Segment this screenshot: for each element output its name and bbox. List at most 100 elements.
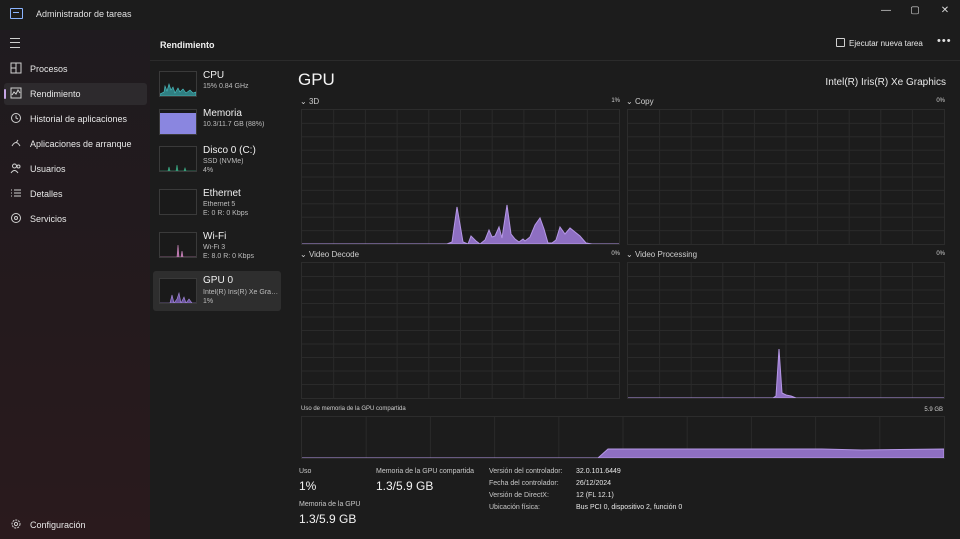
engine-selector-video-decode[interactable]: ⌄ Video Decode xyxy=(300,250,360,259)
resource-detail: 4% xyxy=(203,167,214,174)
graph-video-decode xyxy=(301,262,620,399)
driver-version-label: Versión del controlador: xyxy=(489,468,563,475)
resource-item-disco[interactable]: Disco 0 (C:) SSD (NVMe) 4% xyxy=(153,143,281,183)
sidebar-item-label: Servicios xyxy=(30,214,67,224)
title-bar: Administrador de tareas — ▢ ✕ xyxy=(0,0,960,30)
gpu-thumbnail xyxy=(159,278,197,304)
resource-item-ethernet[interactable]: Ethernet Ethernet 5 E: 0 R: 0 Kbps xyxy=(153,186,281,226)
header-divider xyxy=(150,60,960,61)
window-title: Administrador de tareas xyxy=(36,9,132,19)
app-history-icon xyxy=(10,112,22,124)
gpu-memory-label: Memoria de la GPU xyxy=(299,501,361,508)
driver-date-value: 26/12/2024 xyxy=(576,480,612,487)
engine-percent: 0% xyxy=(936,98,945,104)
shared-memory-stat-label: Memoria de la GPU compartida xyxy=(376,468,475,475)
resource-detail: 15% 0.84 GHz xyxy=(203,83,249,90)
resource-item-cpu[interactable]: CPU 15% 0.84 GHz xyxy=(153,68,281,108)
processes-icon xyxy=(10,62,22,74)
directx-version-value: 12 (FL 12.1) xyxy=(576,492,614,499)
services-icon xyxy=(10,212,22,224)
resource-name: Wi-Fi xyxy=(203,231,227,242)
performance-icon xyxy=(10,87,22,99)
run-new-task-button[interactable]: Ejecutar nueva tarea xyxy=(836,38,923,52)
driver-date-label: Fecha del controlador: xyxy=(489,480,559,487)
sidebar-item-historial[interactable]: Historial de aplicaciones xyxy=(4,108,147,130)
physical-location-value: Bus PCI 0, dispositivo 2, función 0 xyxy=(576,504,683,511)
sidebar-item-servicios[interactable]: Servicios xyxy=(4,208,147,230)
run-task-icon xyxy=(836,38,845,47)
hamburger-menu-icon[interactable] xyxy=(10,38,20,48)
graph-copy xyxy=(627,109,945,245)
sidebar-item-label: Historial de aplicaciones xyxy=(30,114,128,124)
sidebar-item-procesos[interactable]: Procesos xyxy=(4,58,147,80)
memory-fill xyxy=(160,113,196,134)
sidebar-item-usuarios[interactable]: Usuarios xyxy=(4,158,147,180)
sidebar: Procesos Rendimiento Historial de aplica… xyxy=(0,30,150,539)
gpu-model-name: Intel(R) Iris(R) Xe Graphics xyxy=(825,77,946,88)
usage-value: 1% xyxy=(299,479,317,493)
engine-name: 3D xyxy=(308,97,320,106)
engine-percent: 0% xyxy=(936,251,945,257)
sidebar-item-configuracion[interactable]: Configuración xyxy=(4,514,147,536)
resource-detail: E: 8.0 R: 0 Kbps xyxy=(203,253,254,260)
engine-percent: 1% xyxy=(611,98,620,104)
engine-selector-video-processing[interactable]: ⌄ Video Processing xyxy=(626,250,698,259)
sidebar-item-label: Aplicaciones de arranque xyxy=(30,139,132,149)
users-icon xyxy=(10,162,22,174)
memory-thumbnail xyxy=(159,109,197,135)
resource-name: Disco 0 (C:) xyxy=(203,145,256,156)
disk-thumbnail xyxy=(159,146,197,172)
engine-selector-3d[interactable]: ⌄ 3D xyxy=(300,97,320,106)
engine-percent: 0% xyxy=(611,251,620,257)
resource-detail: Wi-Fi 3 xyxy=(203,244,226,251)
resource-detail: 1% xyxy=(203,298,214,305)
maximize-button[interactable]: ▢ xyxy=(910,5,920,16)
gpu-title: GPU xyxy=(298,70,335,89)
sidebar-item-detalles[interactable]: Detalles xyxy=(4,183,147,205)
task-manager-icon xyxy=(10,8,23,19)
cpu-thumbnail xyxy=(159,71,197,97)
shared-memory-max: 5.9 GB xyxy=(924,407,943,413)
resource-detail: SSD (NVMe) xyxy=(203,158,244,165)
directx-version-label: Versión de DirectX: xyxy=(489,492,549,499)
wifi-thumbnail xyxy=(159,232,197,258)
ethernet-thumbnail xyxy=(159,189,197,215)
startup-apps-icon xyxy=(10,137,22,149)
graph-shared-memory xyxy=(301,416,945,459)
resource-item-memoria[interactable]: Memoria 10.3/11.7 GB (88%) xyxy=(153,106,281,146)
minimize-button[interactable]: — xyxy=(881,5,891,16)
resource-item-wifi[interactable]: Wi-Fi Wi-Fi 3 E: 8.0 R: 0 Kbps xyxy=(153,229,281,269)
engine-name: Video Processing xyxy=(634,250,698,259)
sidebar-item-label: Rendimiento xyxy=(30,89,81,99)
resource-detail: E: 0 R: 0 Kbps xyxy=(203,210,249,217)
gpu-memory-value: 1.3/5.9 GB xyxy=(299,512,357,526)
sidebar-item-arranque[interactable]: Aplicaciones de arranque xyxy=(4,133,147,155)
usage-label: Uso xyxy=(299,468,312,475)
driver-version-value: 32.0.101.6449 xyxy=(576,468,621,475)
resource-detail: 10.3/11.7 GB (88%) xyxy=(203,121,265,128)
resource-item-gpu[interactable]: GPU 0 Intel(R) Iris(R) Xe Graphics 1% xyxy=(153,271,281,311)
resource-name: Memoria xyxy=(203,108,242,119)
resource-detail: Ethernet 5 xyxy=(203,201,236,208)
graph-3d xyxy=(301,109,620,245)
engine-selector-copy[interactable]: ⌄ Copy xyxy=(626,97,654,106)
physical-location-label: Ubicación física: xyxy=(489,504,540,511)
resource-name: Ethernet xyxy=(203,188,241,199)
page-title: Rendimiento xyxy=(160,40,215,50)
sidebar-item-rendimiento[interactable]: Rendimiento xyxy=(4,83,147,105)
gear-icon xyxy=(10,518,22,530)
shared-memory-label: Uso de memoria de la GPU compartida xyxy=(301,406,406,412)
graph-video-processing xyxy=(627,262,945,399)
engine-name: Copy xyxy=(634,97,654,106)
close-button[interactable]: ✕ xyxy=(940,5,950,16)
sidebar-item-label: Usuarios xyxy=(30,164,66,174)
engine-name: Video Decode xyxy=(308,250,360,259)
resource-detail: Intel(R) Iris(R) Xe Graphics xyxy=(203,289,281,296)
details-icon xyxy=(10,187,22,199)
resource-name: GPU 0 xyxy=(203,275,234,286)
sidebar-item-label: Configuración xyxy=(30,520,86,530)
run-new-task-label: Ejecutar nueva tarea xyxy=(849,39,923,48)
resource-name: CPU xyxy=(203,70,225,81)
more-options-button[interactable]: ••• xyxy=(937,35,952,47)
sidebar-item-label: Procesos xyxy=(30,64,68,74)
